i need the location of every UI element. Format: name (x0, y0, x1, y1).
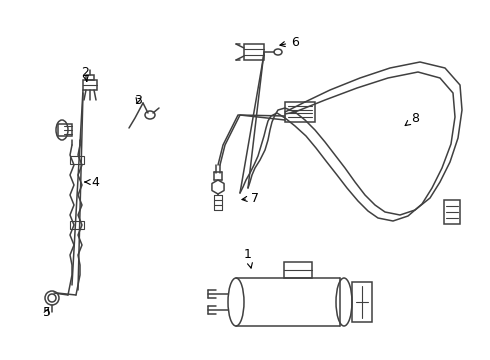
Text: 2: 2 (81, 66, 89, 81)
Bar (444, 200, 460, 224)
Text: 1: 1 (244, 248, 252, 268)
Text: 5: 5 (43, 306, 51, 319)
Bar (284, 262, 312, 278)
Bar (70, 221, 84, 229)
Bar (83, 80, 97, 90)
Bar (352, 282, 372, 322)
Text: 3: 3 (134, 94, 142, 107)
Text: 8: 8 (405, 112, 419, 126)
Bar (58, 124, 72, 136)
Text: 4: 4 (85, 175, 99, 189)
Text: 6: 6 (280, 36, 299, 49)
Text: 7: 7 (242, 192, 259, 204)
Bar (86, 75, 94, 80)
Bar (285, 102, 315, 122)
Bar (70, 156, 84, 164)
Bar (244, 44, 264, 60)
